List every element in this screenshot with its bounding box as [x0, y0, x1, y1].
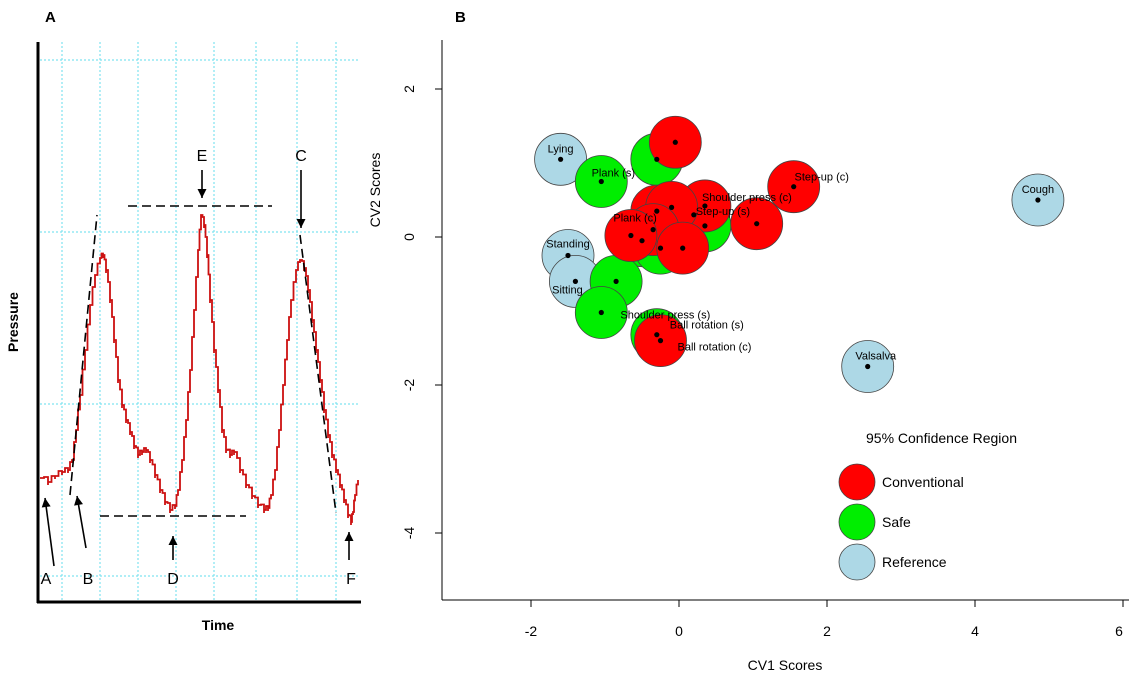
conventional-point	[672, 139, 678, 145]
point-label: Shoulder press (s)	[620, 309, 710, 321]
point-label: Shoulder press (c)	[702, 192, 792, 204]
y-tick-label: -2	[401, 379, 417, 392]
conventional-point	[657, 338, 664, 344]
arrow-f	[344, 532, 354, 560]
annotation-b: B	[83, 571, 94, 588]
point-label: Valsalva	[855, 351, 897, 363]
point-label: Step-up (c)	[794, 172, 848, 184]
reference-point	[565, 252, 571, 259]
conventional-point	[669, 204, 675, 210]
x-tick-label: 4	[971, 623, 979, 639]
point-label: Sitting	[552, 284, 583, 296]
y-tick-label: -4	[401, 527, 417, 540]
legend-swatch	[838, 543, 876, 581]
safe-point	[613, 278, 619, 284]
legend-item-label: Safe	[882, 514, 911, 530]
arrow-a	[41, 497, 55, 567]
panel-a-letter: A	[45, 9, 56, 26]
safe-point	[691, 212, 697, 218]
conventional-point	[628, 232, 634, 239]
panel-b-ticks: -2 0 2 4 6 2 0 -2 -4	[401, 85, 1124, 639]
safe-point	[654, 156, 660, 162]
safe-point	[702, 223, 708, 229]
reference-point	[1035, 197, 1041, 203]
annotation-c: C	[295, 148, 307, 165]
legend: 95% Confidence Region Conventional Safe Re…	[838, 430, 1017, 581]
point-label: Ball rotation (c)	[678, 342, 752, 354]
panel-a-dashed-line	[69, 214, 98, 496]
reference-point	[572, 278, 579, 284]
point-label: Plank (s)	[592, 168, 635, 180]
reference-point	[865, 363, 871, 370]
safe-point	[598, 178, 604, 185]
panel-a-dashed-line	[299, 234, 337, 514]
point-label: Cough	[1022, 184, 1054, 196]
arrow-c	[296, 170, 306, 228]
legend-swatch	[838, 463, 876, 501]
legend-item-label: Conventional	[882, 474, 964, 490]
panel-a-x-label: Time	[202, 617, 235, 633]
reference-point	[558, 156, 564, 162]
arrow-d	[168, 536, 178, 560]
annotation-a: A	[41, 571, 52, 588]
safe-point	[654, 332, 660, 338]
x-tick-label: 0	[675, 623, 683, 639]
x-tick-label: -2	[525, 623, 538, 639]
panel-b-points: Lying Standing Sitting Cough Valsalva Plank (…	[534, 115, 1065, 393]
panel-a-dashed-guides	[69, 205, 337, 517]
conventional-point	[654, 208, 660, 214]
legend-title: 95% Confidence Region	[866, 430, 1017, 446]
annotation-f: F	[346, 571, 356, 588]
panel-b-x-label: CV1 Scores	[748, 657, 823, 673]
panel-b-letter: B	[455, 9, 466, 26]
pressure-trace-line	[40, 214, 359, 525]
panel-a-y-label: Pressure	[5, 292, 21, 352]
annotation-d: D	[167, 571, 179, 588]
arrow-b	[74, 495, 87, 549]
panel-b-y-label: CV2 Scores	[367, 153, 383, 228]
conventional-point	[650, 227, 656, 233]
point-label: Ball rotation (s)	[670, 320, 744, 332]
safe-point	[598, 309, 604, 316]
conventional-point	[702, 203, 708, 209]
y-tick-label: 0	[401, 233, 417, 241]
legend-swatch	[838, 503, 876, 541]
safe-point	[657, 245, 664, 251]
arrow-e	[197, 170, 207, 198]
x-tick-label: 6	[1115, 623, 1123, 639]
panel-b: B -2 0 2 4 6 2 0 -2 -4 Lying Standing Sitting Cough…	[367, 9, 1129, 673]
conventional-point	[754, 221, 760, 227]
y-tick-label: 2	[401, 85, 417, 93]
point-label: Standing	[546, 239, 589, 251]
point-label: Step-up (s)	[696, 206, 750, 218]
x-tick-label: 2	[823, 623, 831, 639]
conventional-point	[680, 245, 686, 251]
panel-a: A A B C D E F Time Pressure	[5, 9, 361, 633]
conventional-point	[791, 184, 797, 190]
panel-a-arrows	[41, 170, 354, 567]
safe-point	[639, 238, 645, 244]
point-label: Lying	[548, 143, 574, 155]
point-label: Plank (c)	[613, 213, 656, 225]
legend-item-label: Reference	[882, 554, 947, 570]
annotation-e: E	[197, 148, 208, 165]
